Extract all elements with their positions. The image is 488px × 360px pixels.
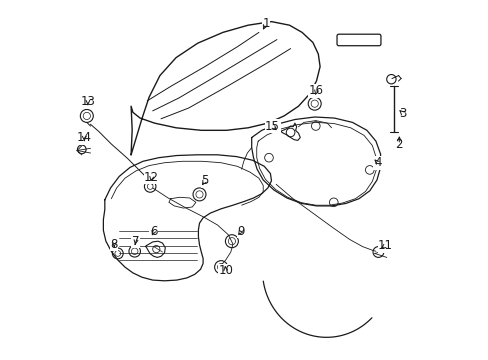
Text: 8: 8 xyxy=(110,238,118,251)
Text: 2: 2 xyxy=(395,138,402,151)
Text: 10: 10 xyxy=(218,264,233,277)
Text: 11: 11 xyxy=(377,239,392,252)
Text: 3: 3 xyxy=(398,107,406,120)
Text: 15: 15 xyxy=(264,120,280,132)
Text: 14: 14 xyxy=(77,131,92,144)
Text: 1: 1 xyxy=(262,17,269,30)
Text: 6: 6 xyxy=(150,225,157,238)
Text: 9: 9 xyxy=(237,225,244,238)
Text: 12: 12 xyxy=(144,171,159,184)
Text: 4: 4 xyxy=(373,156,381,169)
Text: 13: 13 xyxy=(81,95,95,108)
FancyBboxPatch shape xyxy=(336,34,380,46)
Text: 16: 16 xyxy=(308,84,324,97)
Text: 7: 7 xyxy=(132,235,139,248)
Text: 5: 5 xyxy=(201,174,208,187)
